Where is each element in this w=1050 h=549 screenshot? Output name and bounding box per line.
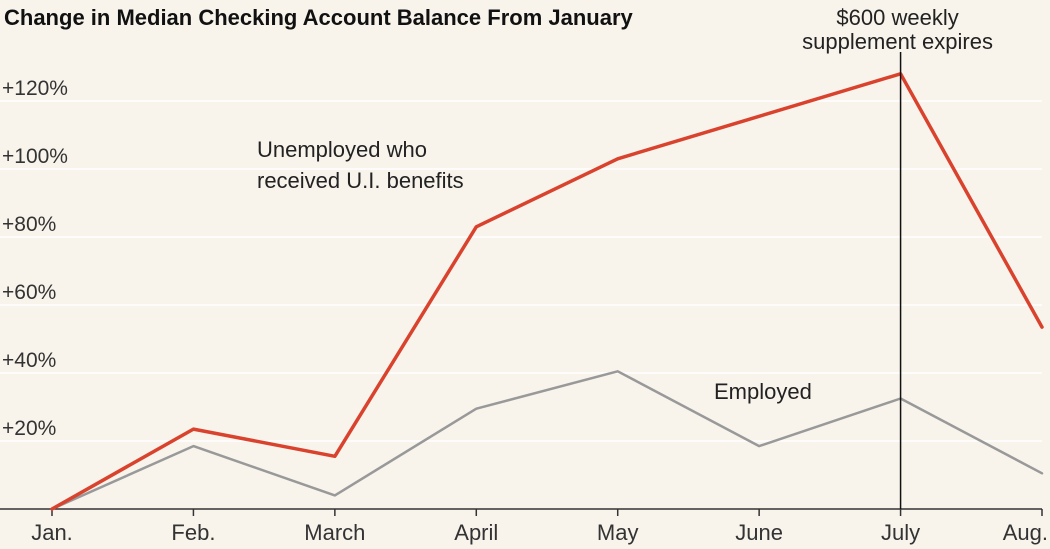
x-tick-label: July	[881, 520, 920, 545]
x-tick-label: Jan.	[31, 520, 73, 545]
y-axis-ticks: +20% +40% +60% +80% +100% +120%	[2, 77, 68, 440]
y-tick-label: +40%	[2, 349, 56, 372]
x-tick-label: Feb.	[171, 520, 215, 545]
y-tick-label: +60%	[2, 281, 56, 304]
series-label-line: Employed	[714, 379, 812, 404]
y-tick-label: +20%	[2, 417, 56, 440]
series-label: Unemployed who received U.I. benefits	[257, 137, 464, 193]
annotation-text: $600 weekly supplement expires	[802, 5, 993, 54]
y-tick-label: +80%	[2, 213, 56, 236]
gridlines	[0, 100, 1042, 442]
y-tick-label: +120%	[2, 77, 68, 100]
series-label: Employed	[714, 379, 812, 404]
series-label-line: Unemployed who	[257, 137, 427, 162]
series-label-line: received U.I. benefits	[257, 168, 464, 193]
x-tick-label: June	[735, 520, 783, 545]
y-tick-label: +100%	[2, 145, 68, 168]
x-tick-label: March	[304, 520, 365, 545]
series-labels: Unemployed who received U.I. benefits Empl…	[257, 137, 812, 404]
annotation-text-line: $600 weekly	[836, 5, 958, 30]
x-tick-label: April	[454, 520, 498, 545]
annotation-text-line: supplement expires	[802, 29, 993, 54]
series-lines	[50, 72, 1044, 511]
x-tick-label: May	[597, 520, 639, 545]
series-line	[50, 370, 1044, 511]
chart-title: Change in Median Checking Account Balanc…	[4, 5, 634, 30]
x-tick-label: Aug.	[1003, 520, 1048, 545]
series-line	[50, 72, 1044, 511]
x-axis-ticks: Jan. Feb. March April May June July Aug.	[31, 509, 1048, 545]
